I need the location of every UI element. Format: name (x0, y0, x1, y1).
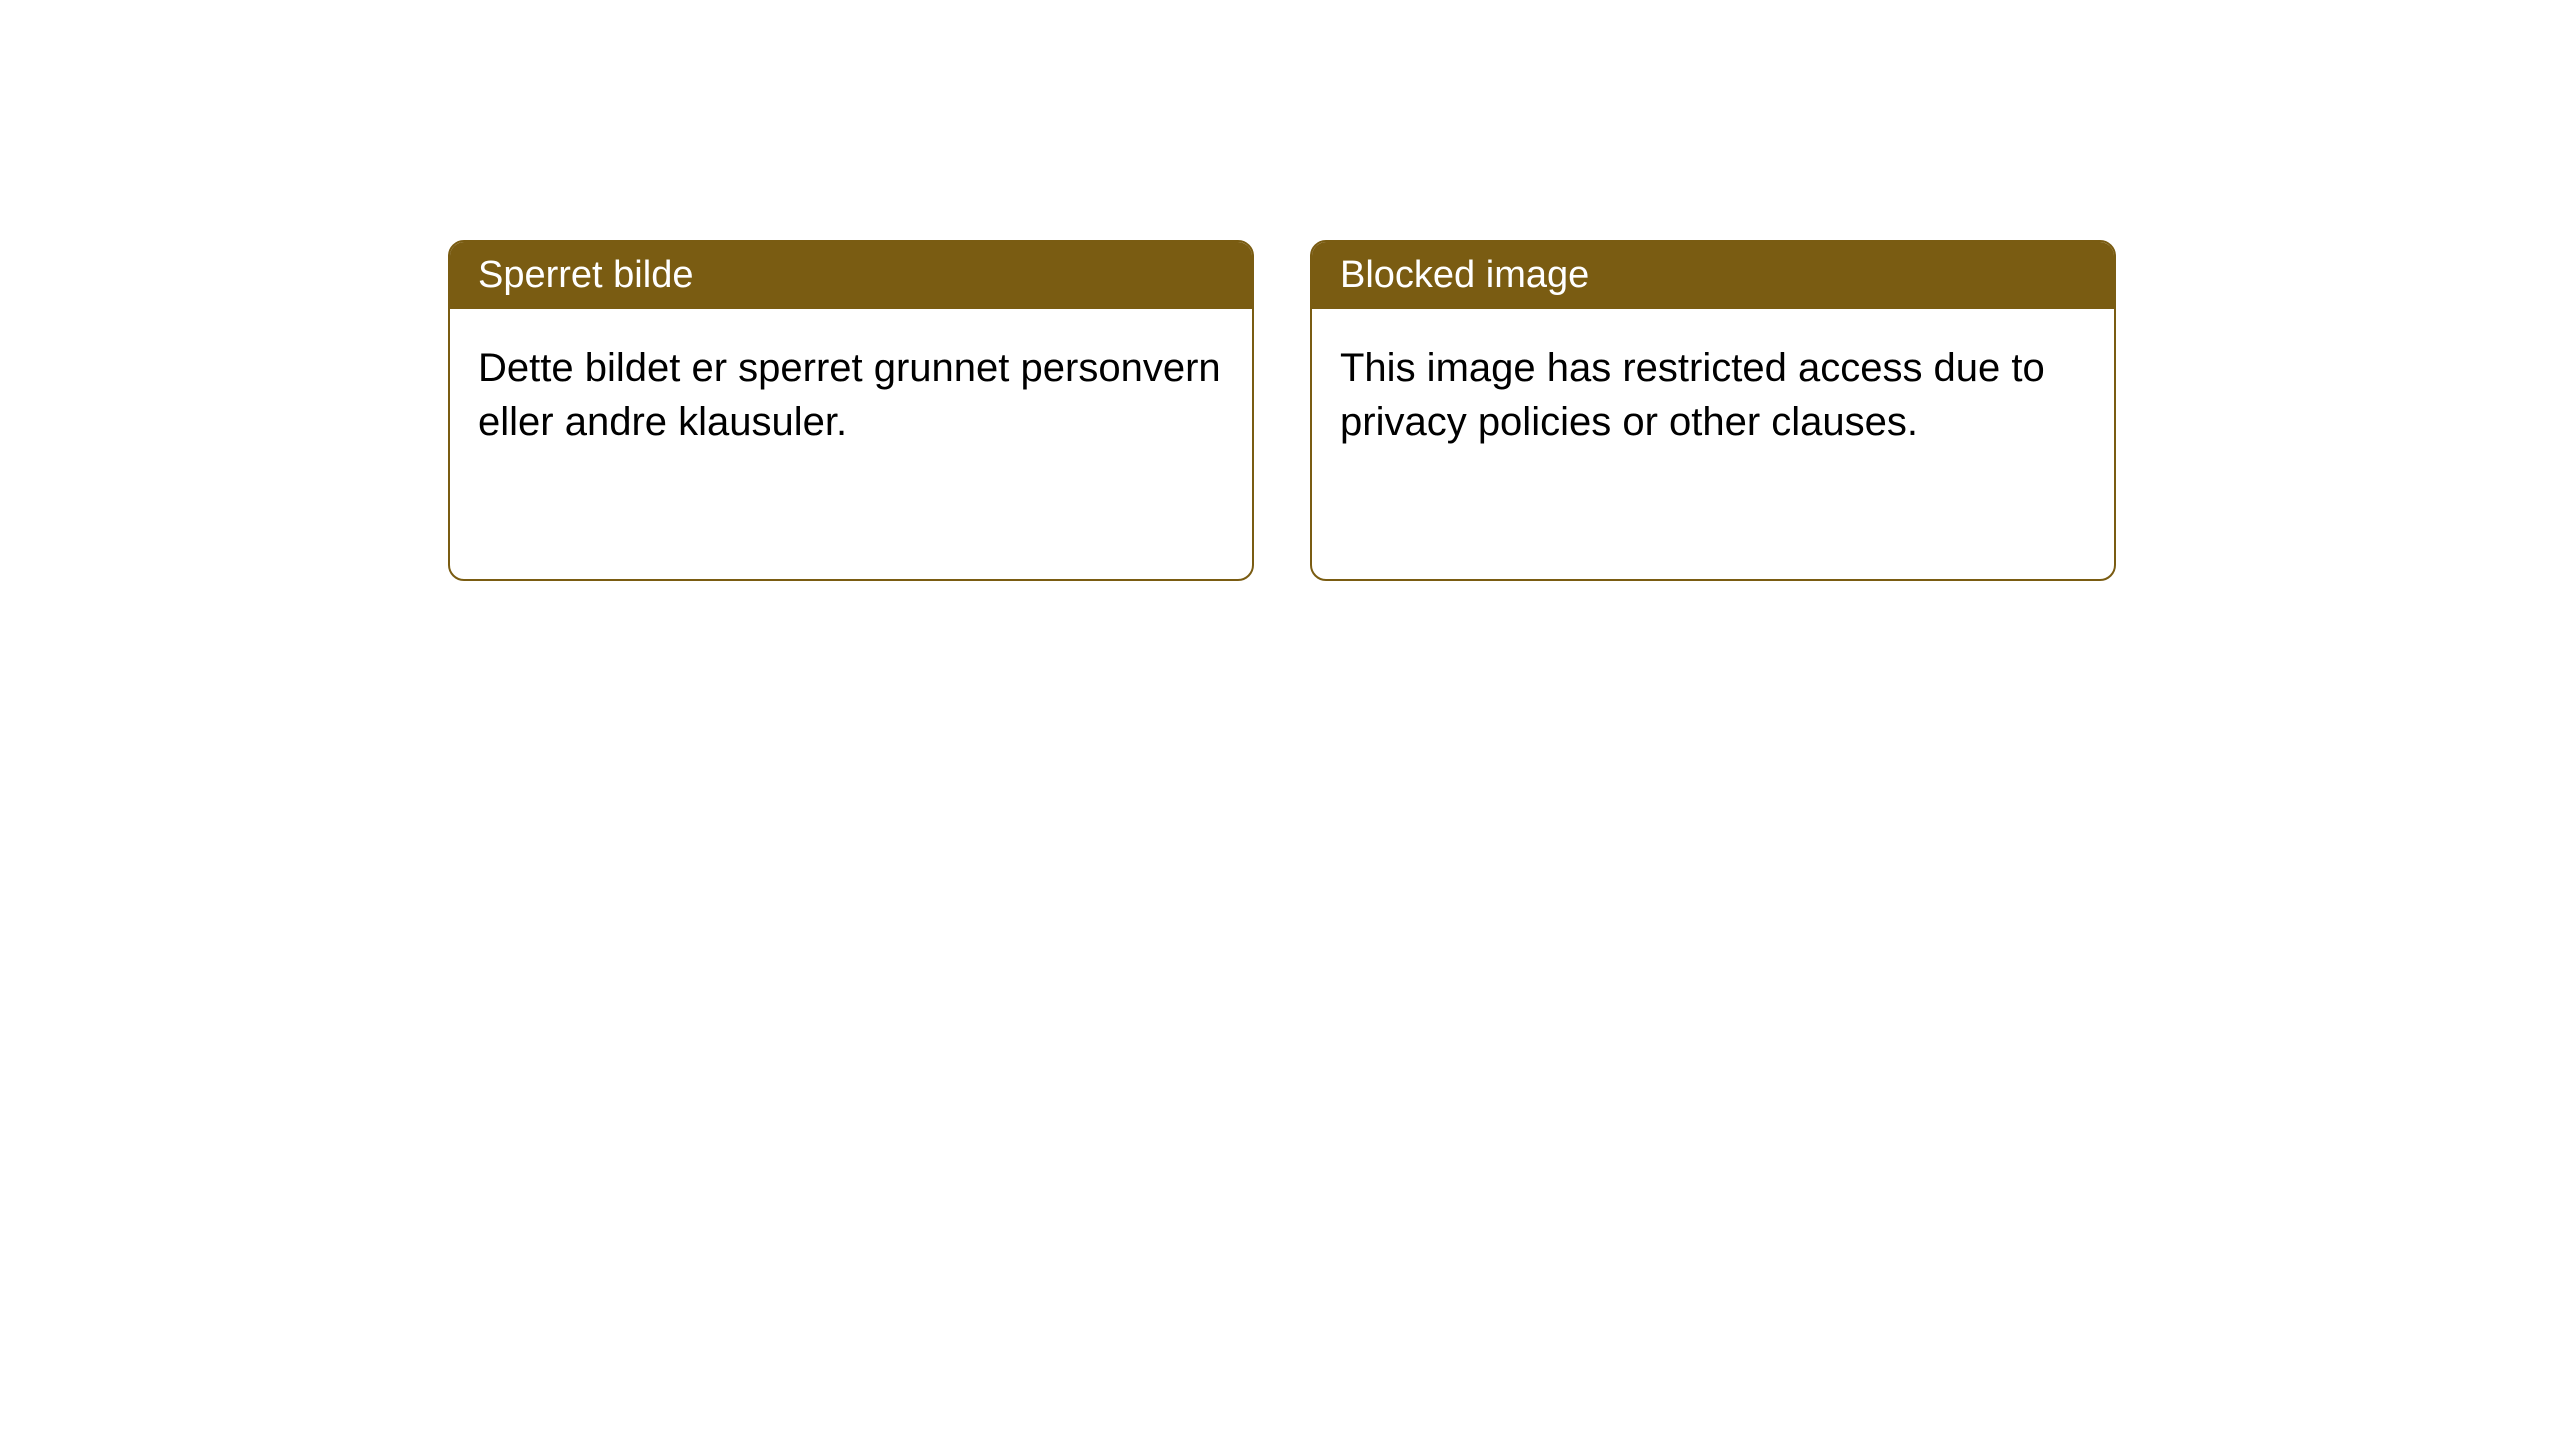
notice-container: Sperret bilde Dette bildet er sperret gr… (448, 240, 2116, 581)
notice-card-body-text: This image has restricted access due to … (1340, 346, 2045, 444)
notice-card-no: Sperret bilde Dette bildet er sperret gr… (448, 240, 1254, 581)
notice-card-body: This image has restricted access due to … (1312, 309, 2114, 579)
notice-card-header-text: Blocked image (1340, 254, 1589, 296)
notice-card-header: Sperret bilde (450, 242, 1252, 309)
notice-card-header: Blocked image (1312, 242, 2114, 309)
notice-card-body: Dette bildet er sperret grunnet personve… (450, 309, 1252, 579)
notice-card-en: Blocked image This image has restricted … (1310, 240, 2116, 581)
notice-card-body-text: Dette bildet er sperret grunnet personve… (478, 346, 1221, 444)
notice-card-header-text: Sperret bilde (478, 254, 693, 296)
